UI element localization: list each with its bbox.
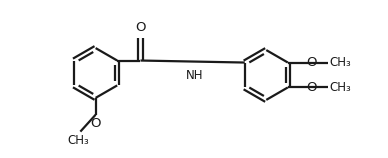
- Text: O: O: [306, 56, 317, 69]
- Text: O: O: [306, 81, 317, 94]
- Text: O: O: [135, 21, 146, 34]
- Text: O: O: [90, 117, 101, 130]
- Text: NH: NH: [186, 69, 203, 82]
- Text: CH₃: CH₃: [68, 134, 89, 147]
- Text: CH₃: CH₃: [330, 56, 352, 69]
- Text: CH₃: CH₃: [330, 81, 352, 94]
